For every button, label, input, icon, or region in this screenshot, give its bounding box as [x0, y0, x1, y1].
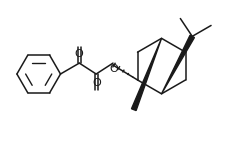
Polygon shape: [162, 35, 194, 94]
Text: O: O: [74, 49, 83, 59]
Text: O: O: [110, 64, 118, 74]
Polygon shape: [131, 38, 162, 111]
Text: O: O: [93, 78, 101, 88]
